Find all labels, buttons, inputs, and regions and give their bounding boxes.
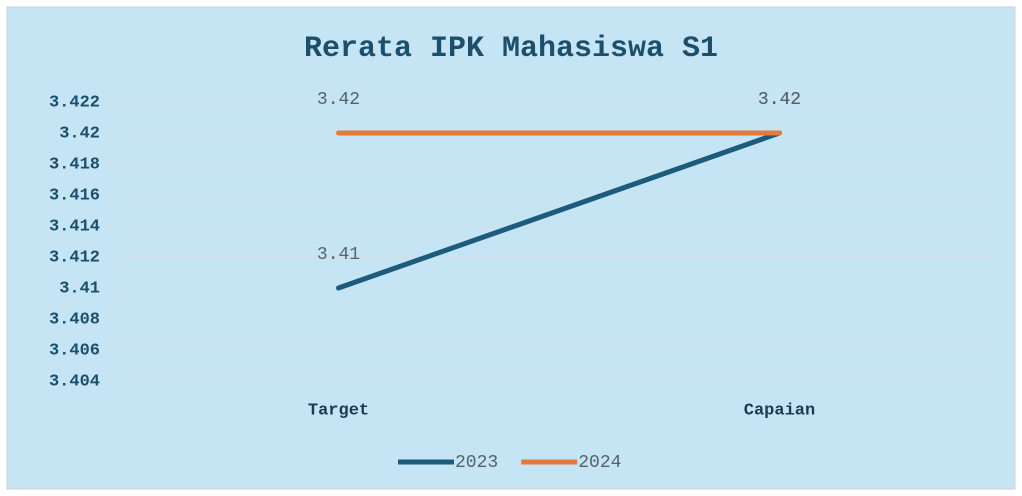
x-tick-label: Capaian [744, 401, 815, 420]
y-tick-label: 3.416 [49, 186, 100, 205]
y-tick-label: 3.41 [59, 279, 100, 298]
data-label: 3.42 [317, 90, 360, 110]
y-tick-label: 3.404 [49, 372, 100, 391]
y-tick-label: 3.414 [49, 217, 100, 236]
y-tick-label: 3.42 [59, 124, 100, 143]
y-tick-label: 3.412 [49, 248, 100, 267]
data-label: 3.42 [758, 90, 801, 110]
y-tick-label: 3.422 [49, 93, 100, 112]
data-label: 3.41 [317, 245, 360, 265]
legend-label: 2024 [578, 453, 621, 473]
series-line [336, 130, 782, 291]
y-tick-label: 3.408 [49, 310, 100, 329]
x-tick-label: Target [308, 401, 369, 420]
y-tick-label: 3.418 [49, 155, 100, 174]
chart-title: Rerata IPK Mahasiswa S1 [304, 32, 718, 66]
legend-label: 2023 [455, 453, 498, 473]
data-label: 3.42 [758, 90, 801, 110]
chart-background [6, 6, 1016, 490]
y-tick-label: 3.406 [49, 341, 100, 360]
